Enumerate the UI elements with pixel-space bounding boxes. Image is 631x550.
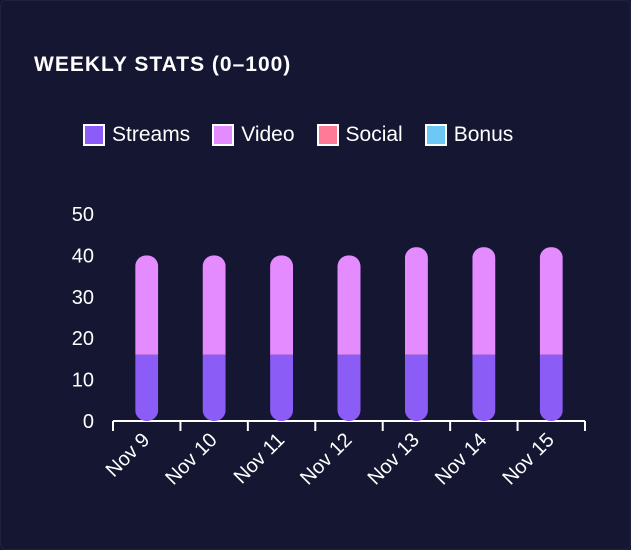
bar-streams-5 — [404, 354, 428, 421]
legend-swatch-streams — [83, 124, 105, 146]
chart-legend: Streams Video Social Bonus — [83, 123, 535, 147]
legend-swatch-video — [212, 124, 235, 146]
legend-swatch-social — [316, 124, 339, 146]
x-tick-label: Nov 14 — [431, 429, 491, 489]
bar-streams-4 — [337, 354, 361, 421]
bar-video-4 — [337, 255, 361, 355]
y-tick-label: 30 — [72, 287, 94, 309]
y-tick-label: 50 — [72, 204, 94, 226]
x-tick-label: Nov 15 — [498, 429, 558, 489]
legend-label-social: Social — [345, 123, 403, 146]
bar-streams-3 — [270, 354, 294, 421]
x-tick-label: Nov 10 — [161, 429, 221, 489]
y-tick-label: 40 — [72, 245, 94, 267]
bar-video-2 — [202, 255, 226, 355]
x-tick-label: Nov 13 — [364, 429, 424, 489]
chart-title: WEEKLY STATS (0–100) — [34, 53, 292, 76]
bar-streams-2 — [202, 354, 226, 421]
x-tick-label: Nov 12 — [296, 429, 356, 489]
x-tick-label: Nov 9 — [102, 429, 155, 482]
bar-video-7 — [539, 247, 563, 355]
bar-video-5 — [404, 247, 428, 355]
y-tick-label: 10 — [72, 370, 94, 392]
bar-streams-6 — [472, 354, 496, 421]
legend-item-bonus[interactable]: Bonus — [424, 123, 514, 147]
y-tick-label: 20 — [72, 328, 94, 350]
bar-streams-7 — [539, 354, 563, 421]
x-tick-label: Nov 11 — [230, 429, 289, 488]
bar-video-1 — [135, 255, 159, 355]
y-tick-label: 0 — [83, 411, 94, 433]
legend-item-social[interactable]: Social — [316, 123, 403, 147]
bar-video-3 — [270, 255, 294, 355]
bar-video-6 — [472, 247, 496, 355]
legend-item-video[interactable]: Video — [212, 123, 295, 147]
legend-swatch-bonus — [424, 124, 447, 146]
legend-label-video: Video — [241, 123, 295, 146]
legend-label-bonus: Bonus — [453, 123, 514, 146]
bar-streams-1 — [135, 354, 159, 421]
legend-label-streams: Streams — [112, 123, 191, 146]
legend-item-streams[interactable]: Streams — [83, 123, 190, 147]
